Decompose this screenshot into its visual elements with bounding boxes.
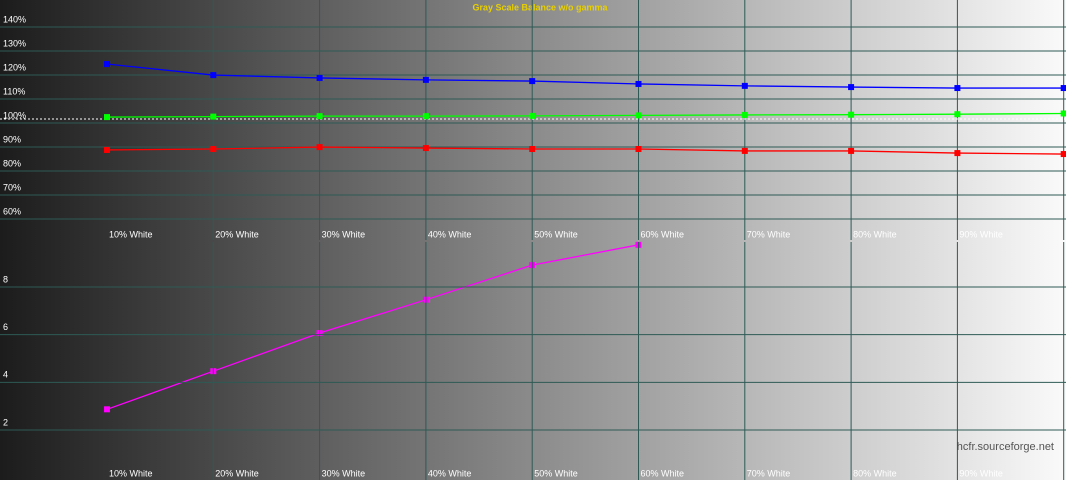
y-tick-label: 2 xyxy=(3,417,8,427)
chart-title: Gray Scale Balance w/o gamma xyxy=(472,2,608,12)
x-tick-label: 80% White xyxy=(853,229,897,239)
watermark: hcfr.sourceforge.net xyxy=(957,441,1054,453)
x-tick-label: 20% White xyxy=(215,229,259,239)
series-line xyxy=(106,146,1064,155)
x-tick-label: 50% White xyxy=(534,229,578,239)
data-point xyxy=(848,84,855,91)
data-point xyxy=(741,82,748,89)
x-tick-label: 70% White xyxy=(747,468,791,478)
series-line xyxy=(106,112,1064,118)
y-tick-label: 130% xyxy=(3,38,26,48)
x-tick-label: 60% White xyxy=(641,468,685,478)
y-tick-label: 8 xyxy=(3,274,8,284)
data-point xyxy=(422,76,429,83)
x-tick-label: 10% White xyxy=(109,229,153,239)
x-tick-label: 80% White xyxy=(853,468,897,478)
data-point xyxy=(529,146,536,152)
series-line xyxy=(106,63,1064,89)
x-tick-label: 30% White xyxy=(322,468,366,478)
data-point xyxy=(422,145,429,152)
x-tick-label: 40% White xyxy=(428,229,472,239)
data-point xyxy=(954,85,961,92)
data-point xyxy=(635,112,642,119)
x-tick-label: 30% White xyxy=(322,229,366,239)
data-point xyxy=(635,80,642,87)
x-tick-label: 20% White xyxy=(215,468,259,478)
y-tick-label: 90% xyxy=(3,134,21,144)
x-tick-label: 90% White xyxy=(959,468,1003,478)
y-tick-label: 6 xyxy=(3,322,8,332)
data-point xyxy=(210,72,217,79)
data-point xyxy=(741,147,748,154)
y-tick-label: 100% xyxy=(3,110,26,120)
data-point xyxy=(104,61,110,68)
data-point xyxy=(1060,110,1066,117)
y-tick-label: 4 xyxy=(3,370,8,380)
y-tick-label: 80% xyxy=(3,158,21,168)
x-tick-label: 90% White xyxy=(959,229,1003,239)
data-point xyxy=(954,150,961,157)
x-tick-label: 40% White xyxy=(428,468,472,478)
x-tick-label: 50% White xyxy=(534,468,578,478)
data-point xyxy=(848,111,855,118)
data-point xyxy=(1060,85,1066,92)
y-tick-label: 120% xyxy=(3,62,26,72)
y-tick-label: 110% xyxy=(3,86,25,96)
data-point xyxy=(210,113,217,120)
x-tick-label: 70% White xyxy=(747,229,791,239)
data-point xyxy=(529,78,536,85)
data-point xyxy=(848,147,855,154)
y-tick-label: 140% xyxy=(3,14,26,24)
data-point xyxy=(635,146,642,152)
data-point xyxy=(741,111,748,118)
data-point xyxy=(422,113,429,120)
data-point xyxy=(104,406,110,413)
data-point xyxy=(1060,151,1066,158)
data-point xyxy=(104,114,110,121)
data-point xyxy=(316,74,323,81)
y-tick-label: 70% xyxy=(3,182,21,192)
y-tick-label: 60% xyxy=(3,206,21,216)
data-point xyxy=(210,146,217,152)
data-point xyxy=(104,146,110,153)
x-tick-label: 10% White xyxy=(109,468,153,478)
data-point xyxy=(954,111,961,118)
x-tick-label: 60% White xyxy=(641,229,685,239)
data-point xyxy=(529,112,536,119)
data-point xyxy=(316,113,323,120)
data-point xyxy=(316,144,323,151)
series-line xyxy=(106,244,639,410)
